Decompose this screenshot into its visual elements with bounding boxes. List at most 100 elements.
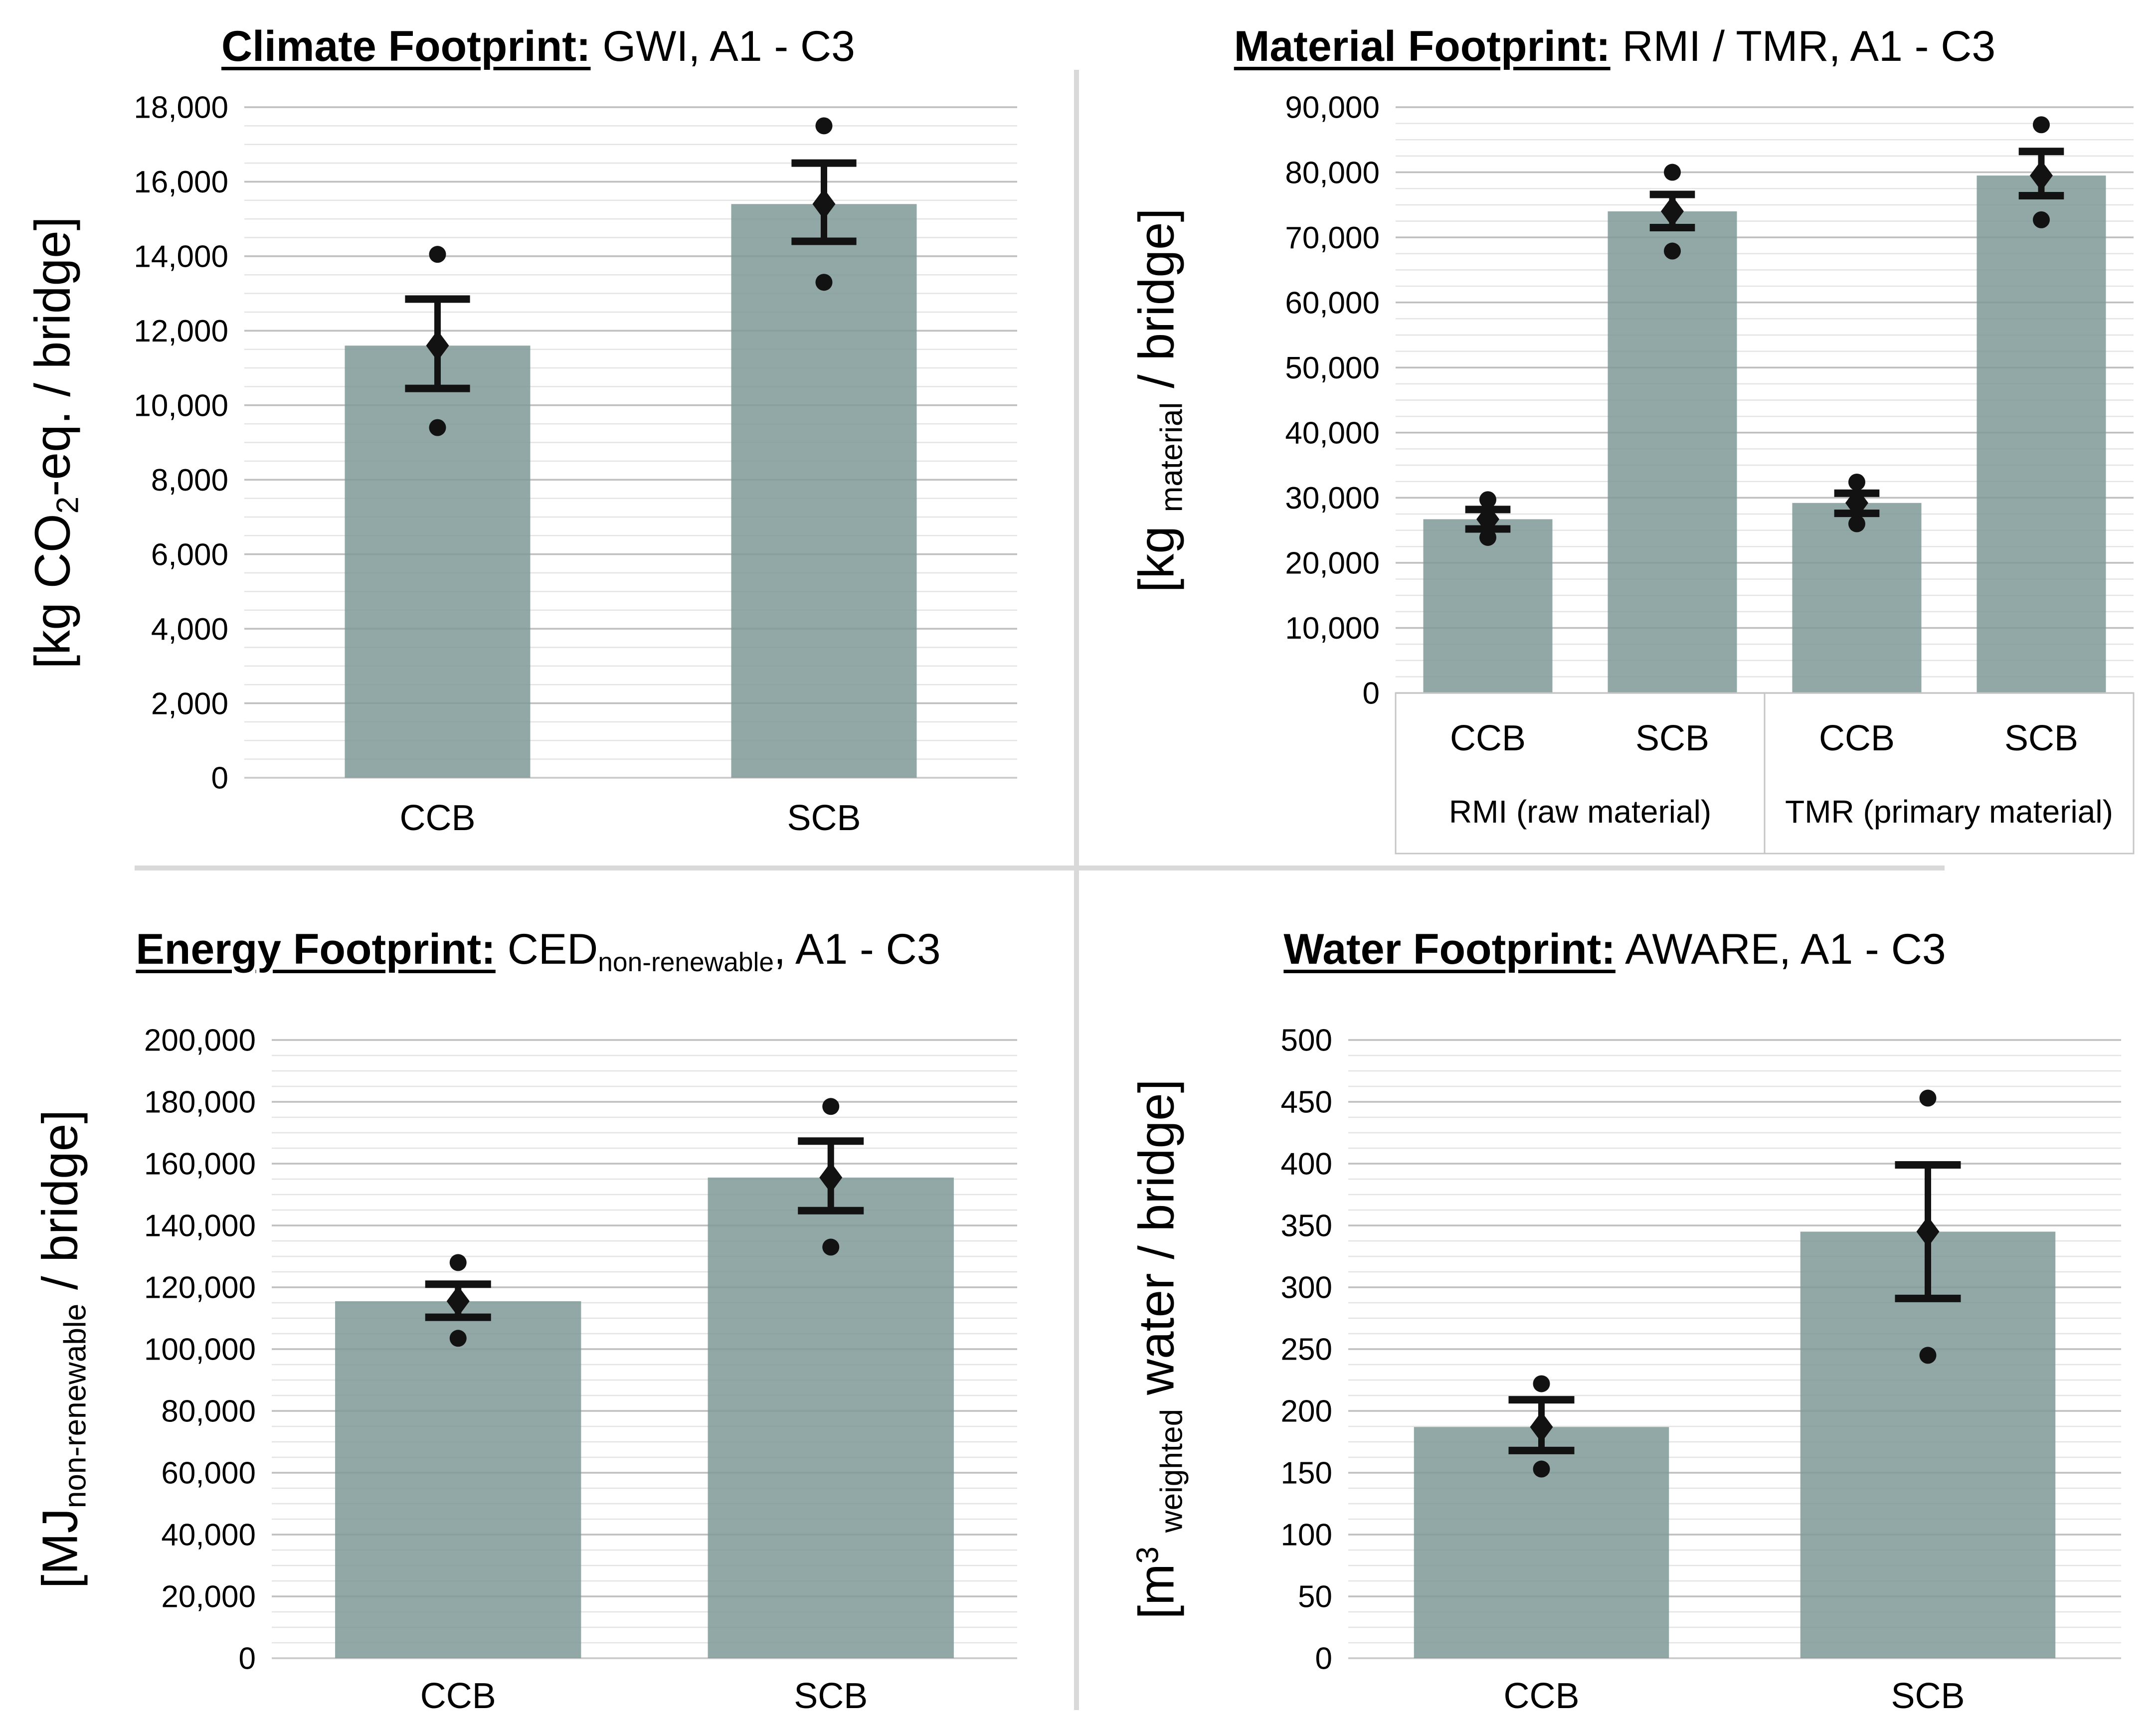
y-tick-label: 12,000 <box>134 314 228 348</box>
y-tick-label: 300 <box>1281 1271 1332 1305</box>
data-point <box>1919 1089 1937 1107</box>
y-tick-label: 80,000 <box>161 1394 256 1429</box>
mean-diamond <box>426 330 449 361</box>
x-category-label: CCB <box>1819 718 1895 758</box>
y-tick-label: 50 <box>1298 1580 1332 1614</box>
y-tick-label: 0 <box>239 1642 256 1676</box>
data-point <box>822 1098 840 1115</box>
text-segment: GWI, A1 - C3 <box>590 22 855 70</box>
plot-area: 0 50 100 150 200 250 300 350 400 450 500 CCB SCB <box>1281 1024 2121 1716</box>
plot-area: 0 20,000 40,000 60,000 80,000 100,000 120,000 1… <box>144 1024 1017 1716</box>
y-tick-label: 500 <box>1281 1024 1332 1058</box>
chart-title-rest: CEDnon-renewable, A1 - C3 <box>495 925 941 977</box>
y-tick-label: 160,000 <box>144 1147 256 1182</box>
bar-scb <box>1800 1231 2056 1658</box>
x-category-label: CCB <box>1450 718 1526 758</box>
bar-ccb <box>335 1301 581 1658</box>
y-tick-label: 0 <box>1315 1642 1332 1676</box>
chart-title: Water Footprint: AWARE, A1 - C3 <box>1076 927 2153 972</box>
x-category-label: SCB <box>787 798 861 838</box>
bar-ccb <box>1792 503 1922 693</box>
x-group-label: TMR (primary material) <box>1785 794 2113 830</box>
y-tick-label: 40,000 <box>161 1518 256 1553</box>
y-tick-label: 10,000 <box>134 388 228 423</box>
x-category-label: CCB <box>1503 1676 1579 1716</box>
chart-panel-climate-footprint: Climate Footprint: GWI, A1 - C3 [kg CO2-… <box>0 0 1076 868</box>
data-point <box>1848 474 1865 491</box>
chart-title-rest: AWARE, A1 - C3 <box>1615 925 1946 973</box>
x-category-label: SCB <box>2004 718 2078 758</box>
bar-ccb <box>1423 519 1553 693</box>
plot-area: 0 10,000 20,000 30,000 40,000 50,000 60,000 70,… <box>1285 91 2135 855</box>
chart-panel-energy-footprint: Energy Footprint: CEDnon-renewable, A1 -… <box>0 868 1076 1736</box>
y-tick-label: 0 <box>211 761 228 796</box>
y-tick-label: 8,000 <box>151 463 228 498</box>
y-tick-label: 60,000 <box>1285 286 1380 320</box>
mean-diamond <box>446 1285 470 1317</box>
mean-diamond <box>1476 504 1499 535</box>
mean-diamond <box>812 188 836 220</box>
y-tick-label: 30,000 <box>1285 481 1380 516</box>
y-tick-label: 16,000 <box>134 165 228 199</box>
chart-title: Energy Footprint: CEDnon-renewable, A1 -… <box>0 927 1076 977</box>
chart-title-strong: Water Footprint: <box>1283 925 1615 973</box>
y-tick-label: 100 <box>1281 1518 1332 1553</box>
data-point <box>1533 1375 1550 1392</box>
y-tick-label: 40,000 <box>1285 416 1380 450</box>
chart-title-strong: Energy Footprint: <box>136 925 496 973</box>
y-tick-label: 18,000 <box>134 91 228 125</box>
y-tick-label: 120,000 <box>144 1271 256 1305</box>
y-tick-label: 4,000 <box>151 612 228 647</box>
chart-title-rest: GWI, A1 - C3 <box>591 22 855 70</box>
y-tick-label: 90,000 <box>1285 91 1380 125</box>
data-point <box>1533 1460 1550 1478</box>
y-tick-label: 150 <box>1281 1456 1332 1491</box>
y-tick-label: 50,000 <box>1285 351 1380 385</box>
y-tick-label: 450 <box>1281 1085 1332 1120</box>
y-tick-label: 140,000 <box>144 1209 256 1243</box>
subscript-text: non-renewable <box>598 947 774 977</box>
mean-diamond <box>2030 160 2053 191</box>
bar-scb <box>1608 211 1737 693</box>
data-point <box>429 419 446 436</box>
x-group-label: RMI (raw material) <box>1449 794 1711 830</box>
mean-diamond <box>1845 487 1868 519</box>
text-segment: AWARE, A1 - C3 <box>1615 925 1946 973</box>
text-segment: CED <box>495 925 598 973</box>
data-point <box>815 274 833 291</box>
y-tick-label: 10,000 <box>1285 611 1380 646</box>
data-point <box>2033 116 2050 134</box>
mean-diamond <box>1661 195 1684 227</box>
bar-scb <box>708 1177 954 1658</box>
y-tick-label: 200,000 <box>144 1024 256 1058</box>
y-tick-label: 70,000 <box>1285 221 1380 255</box>
chart-title-strong: Material Footprint: <box>1234 22 1611 70</box>
data-point <box>2033 211 2050 228</box>
data-point <box>822 1238 840 1256</box>
y-tick-label: 80,000 <box>1285 156 1380 190</box>
y-tick-label: 20,000 <box>161 1580 256 1614</box>
y-tick-label: 0 <box>1363 677 1380 711</box>
y-tick-label: 20,000 <box>1285 546 1380 581</box>
data-point <box>449 1254 467 1271</box>
y-tick-label: 400 <box>1281 1147 1332 1182</box>
y-tick-label: 200 <box>1281 1394 1332 1429</box>
data-point <box>1848 515 1865 532</box>
data-point <box>449 1330 467 1347</box>
chart-title-strong: Climate Footprint: <box>221 22 591 70</box>
y-tick-label: 2,000 <box>151 687 228 721</box>
x-category-label: SCB <box>794 1676 868 1716</box>
bar-scb <box>1976 175 2106 693</box>
chart-title: Climate Footprint: GWI, A1 - C3 <box>0 24 1076 69</box>
text-segment: , A1 - C3 <box>773 925 941 973</box>
quadrant-divider-horizontal <box>135 866 1945 870</box>
chart-title-rest: RMI / TMR, A1 - C3 <box>1611 22 1996 70</box>
y-tick-label: 180,000 <box>144 1085 256 1120</box>
x-category-label: CCB <box>399 798 475 838</box>
y-tick-label: 350 <box>1281 1209 1332 1243</box>
y-tick-label: 250 <box>1281 1333 1332 1367</box>
mean-diamond <box>819 1162 843 1193</box>
x-category-label: SCB <box>1891 1676 1965 1716</box>
mean-diamond <box>1916 1216 1940 1247</box>
